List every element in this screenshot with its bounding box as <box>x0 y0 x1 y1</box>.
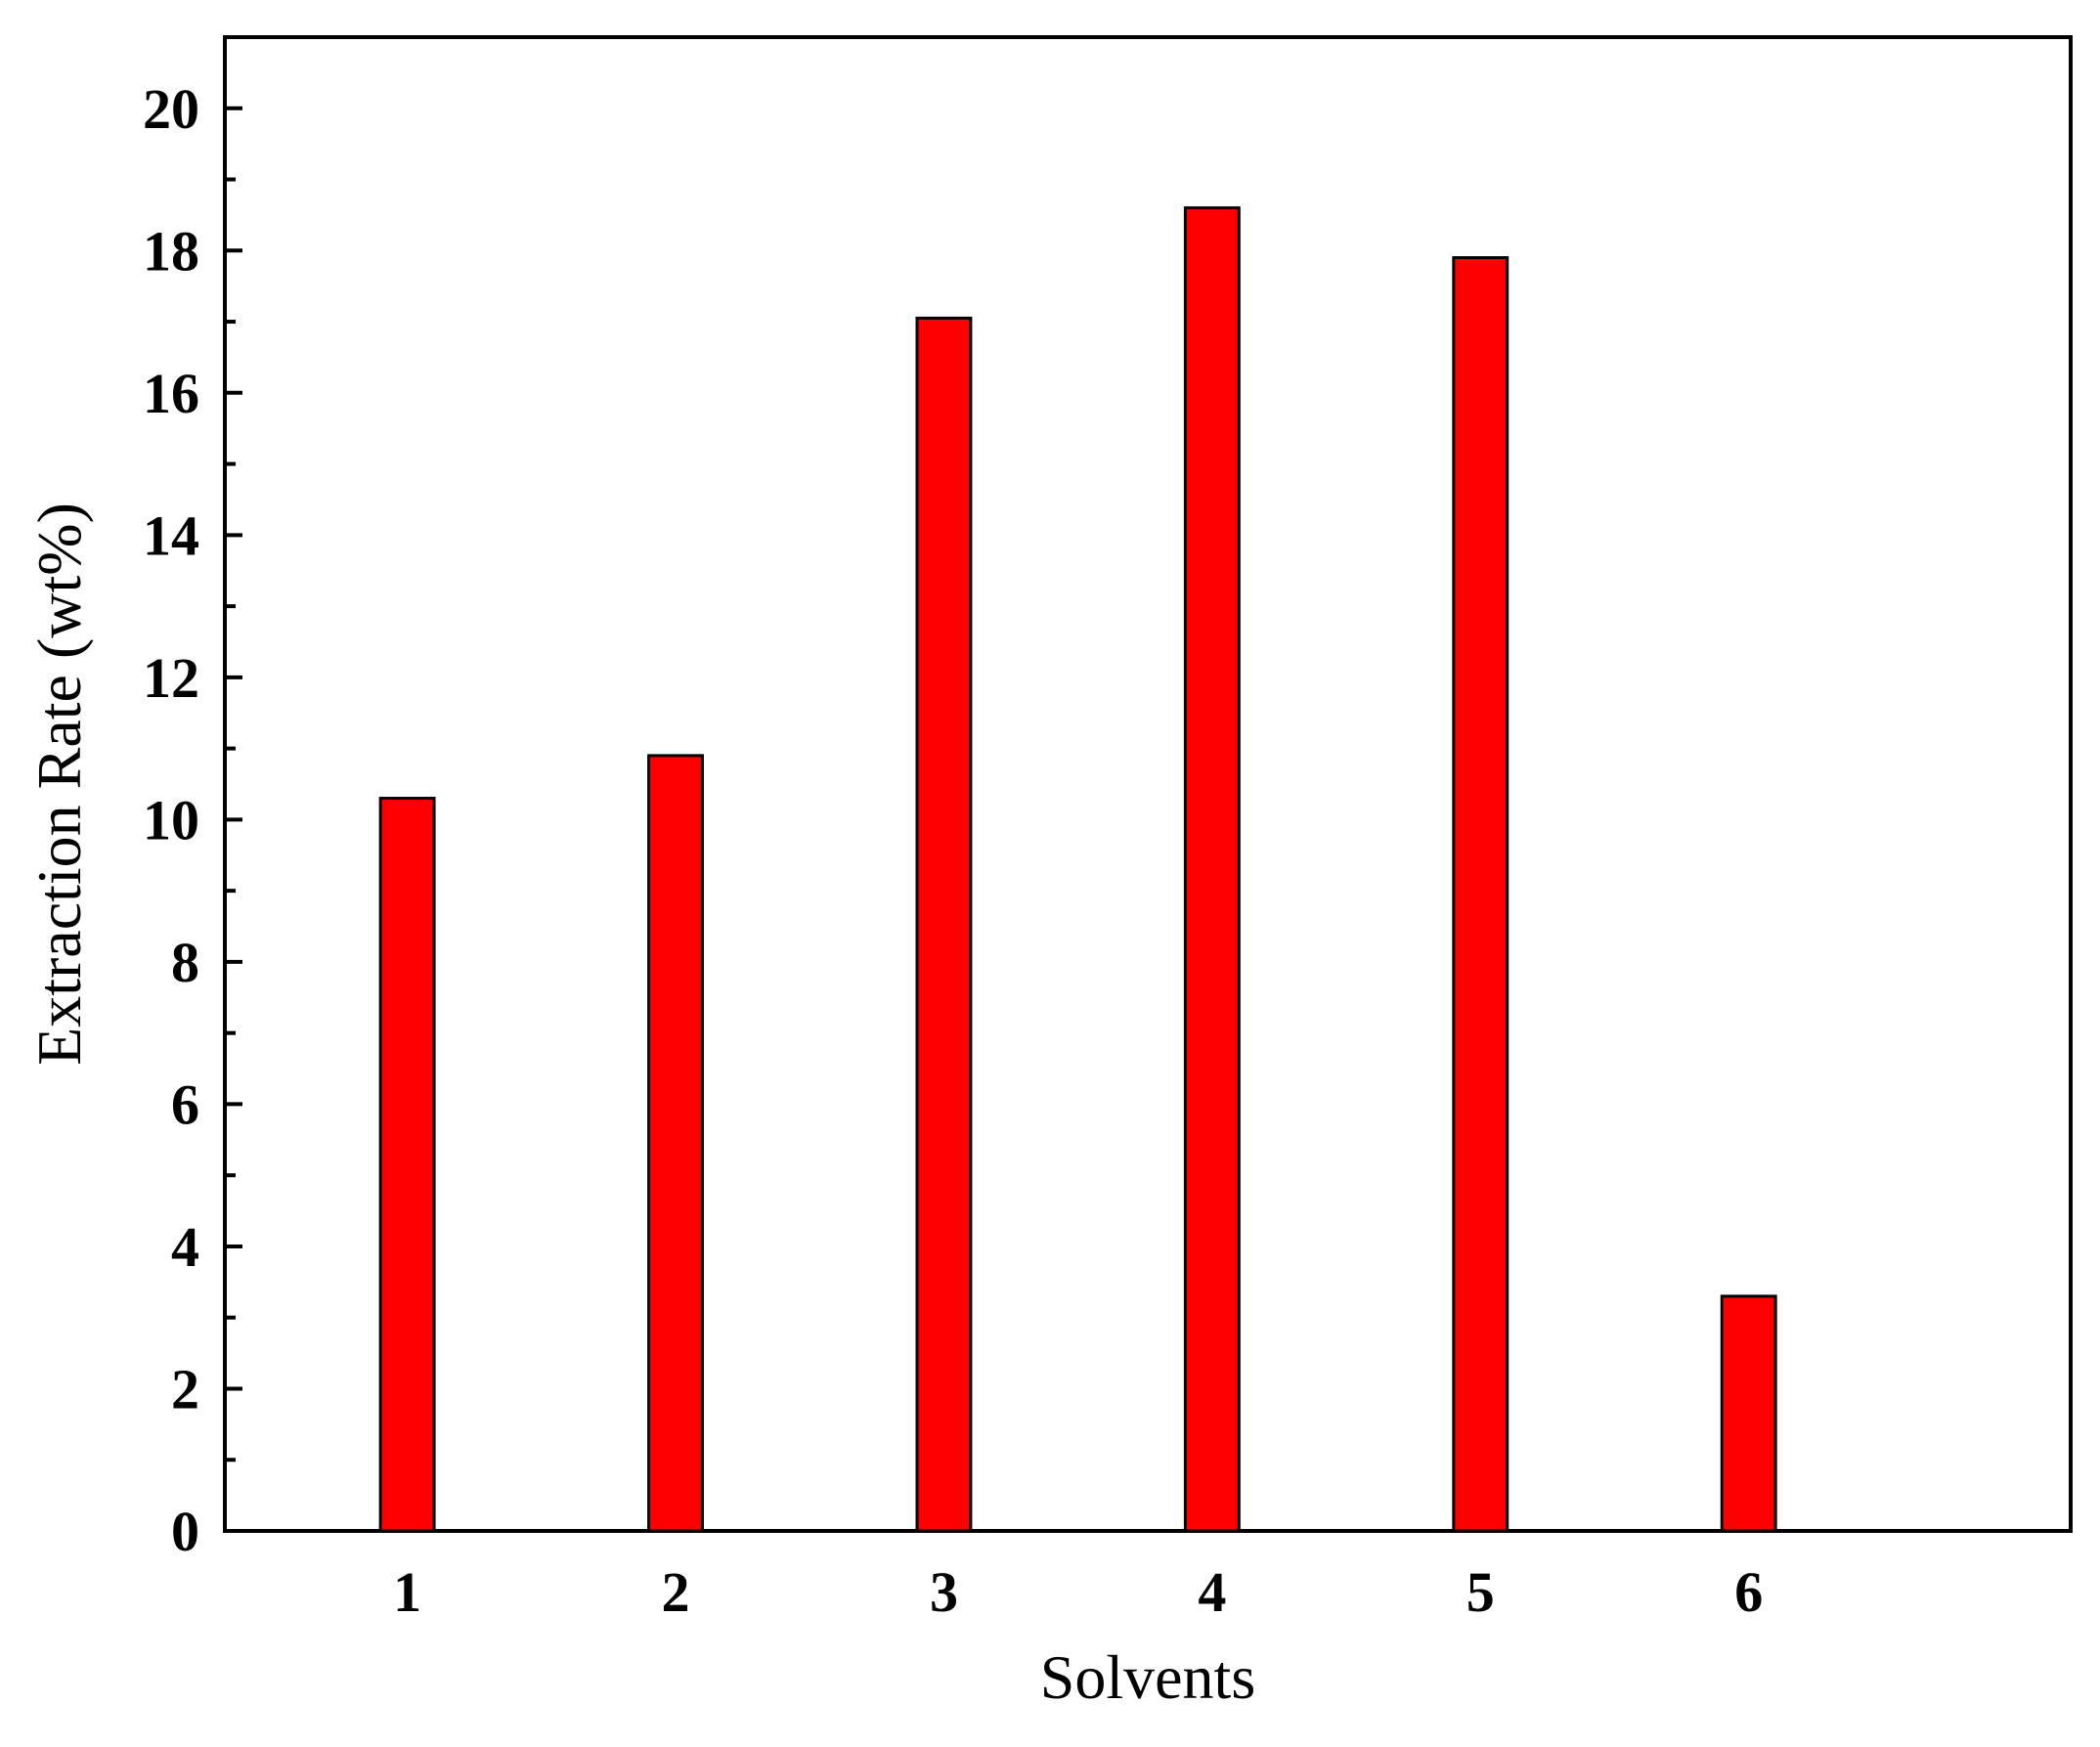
y-tick-label: 18 <box>143 219 199 283</box>
x-axis: 1 2 3 4 5 6 <box>393 1560 1763 1624</box>
x-tick-label: 5 <box>1466 1560 1495 1624</box>
x-tick-label: 1 <box>393 1560 421 1624</box>
bar-4 <box>1183 206 1241 1533</box>
bar-3 <box>915 316 973 1533</box>
x-tick-label: 3 <box>930 1560 958 1624</box>
bar-6 <box>1720 1294 1777 1533</box>
bar-1 <box>378 797 436 1533</box>
y-axis-title: Extraction Rate (wt%) <box>24 502 94 1066</box>
y-axis: 0 2 4 6 8 10 12 14 16 18 20 <box>143 77 242 1563</box>
y-tick-label: 16 <box>143 362 199 425</box>
x-tick-label: 4 <box>1198 1560 1226 1624</box>
y-tick-label: 0 <box>171 1500 199 1563</box>
x-tick-label: 2 <box>662 1560 690 1624</box>
y-tick-label: 2 <box>171 1357 199 1420</box>
bar-2 <box>647 754 704 1533</box>
plot-frame <box>223 35 2073 1533</box>
y-tick-label: 4 <box>171 1215 199 1279</box>
y-tick-label: 6 <box>171 1072 199 1136</box>
y-tick-label: 10 <box>143 788 199 852</box>
bar-5 <box>1452 256 1509 1533</box>
y-tick-label: 8 <box>171 931 199 994</box>
x-axis-title: Solvents <box>1040 1642 1255 1712</box>
x-tick-label: 6 <box>1734 1560 1763 1624</box>
y-tick-label: 20 <box>143 77 199 141</box>
bars <box>378 206 1777 1533</box>
y-tick-label: 12 <box>143 646 199 710</box>
y-tick-label: 14 <box>143 503 199 567</box>
